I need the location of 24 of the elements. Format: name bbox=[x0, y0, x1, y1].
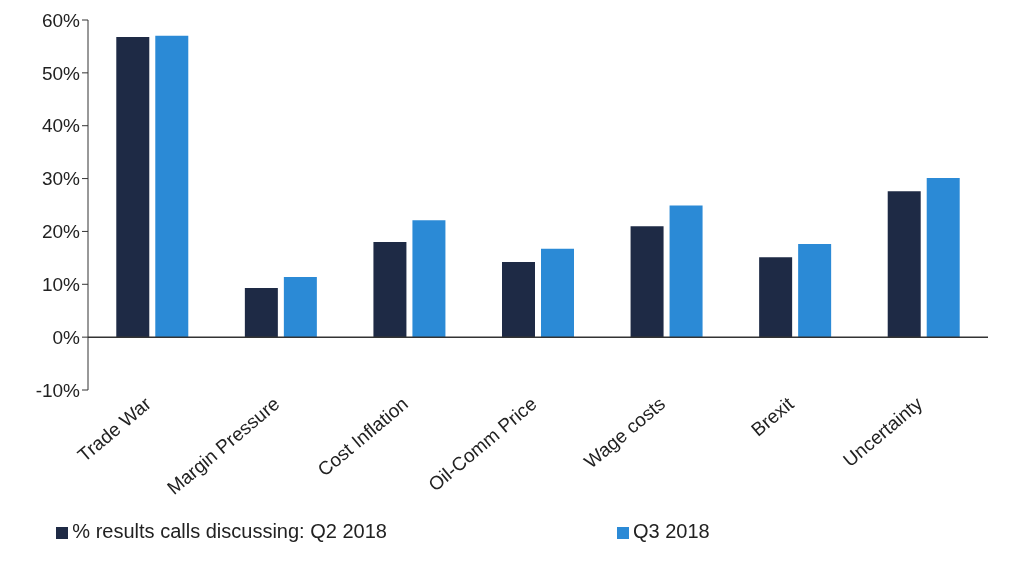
bar bbox=[669, 205, 703, 338]
y-tick-label: 60% bbox=[41, 9, 81, 31]
y-tick-label: 30% bbox=[41, 168, 81, 190]
y-tick-label: -10% bbox=[35, 379, 81, 401]
bar bbox=[502, 262, 535, 338]
bar bbox=[887, 191, 921, 338]
y-tick-label: 10% bbox=[41, 274, 81, 296]
bar bbox=[630, 226, 664, 338]
bar bbox=[759, 257, 793, 338]
legend-label: % results calls discussing: Q2 2018 bbox=[72, 520, 387, 542]
y-tick-label: 20% bbox=[41, 221, 81, 243]
bar bbox=[541, 248, 574, 338]
bar bbox=[373, 242, 407, 338]
y-tick-label: 0% bbox=[52, 326, 81, 348]
bar bbox=[155, 35, 189, 338]
y-tick-label: 50% bbox=[41, 62, 81, 84]
legend-label: Q3 2018 bbox=[632, 520, 710, 542]
y-tick-label: 40% bbox=[41, 115, 81, 137]
bar bbox=[116, 36, 150, 338]
bar bbox=[283, 276, 317, 338]
bar bbox=[798, 244, 832, 338]
bar bbox=[412, 220, 446, 338]
bar bbox=[244, 287, 278, 338]
bar bbox=[926, 178, 960, 338]
